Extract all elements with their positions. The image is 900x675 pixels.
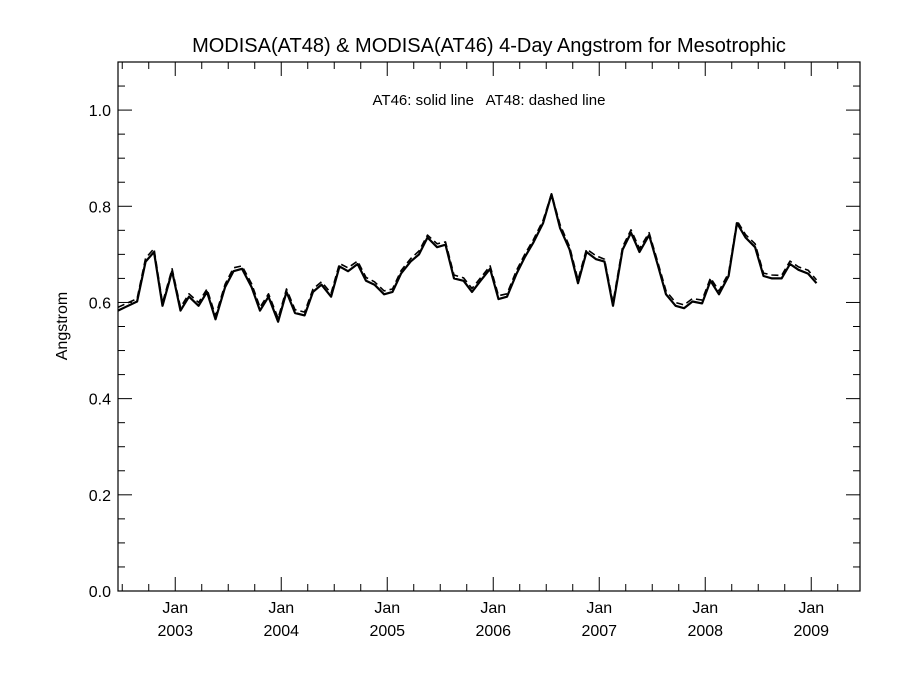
y-axis-label: Angstrom xyxy=(54,292,71,360)
x-axis-ticks: Jan 2003 Jan 2004 Jan 2005 Jan 2006 Jan 2007 Jan 20… xyxy=(121,62,839,640)
x-tick-year-label: 2003 xyxy=(157,623,193,640)
x-tick-year-label: 2006 xyxy=(475,623,511,640)
x-tick-month-label: Jan xyxy=(586,600,612,617)
x-tick-month-label: Jan xyxy=(798,600,824,617)
legend-annotation: AT46: solid line AT48: dashed line xyxy=(373,92,606,109)
y-tick-label: 0.6 xyxy=(89,295,111,312)
chart-title: MODISA(AT48) & MODISA(AT46) 4-Day Angstr… xyxy=(192,35,786,57)
y-tick-label: 0.8 xyxy=(89,199,111,216)
series-layer xyxy=(117,193,818,323)
y-tick-label: 0.4 xyxy=(89,392,111,409)
plot-frame xyxy=(117,61,861,592)
x-tick-month-label: Jan xyxy=(374,600,400,617)
series-line-at48 xyxy=(117,193,818,320)
series-line-at46 xyxy=(117,193,818,323)
x-tick-month-label: Jan xyxy=(162,600,188,617)
x-tick-month-label: Jan xyxy=(480,600,506,617)
x-tick-month-label: Jan xyxy=(692,600,718,617)
y-tick-label: 0.2 xyxy=(89,488,111,505)
x-tick-year-label: 2008 xyxy=(687,623,723,640)
y-tick-label: 1.0 xyxy=(89,103,111,120)
x-tick-year-label: 2005 xyxy=(369,623,405,640)
x-tick-year-label: 2004 xyxy=(263,623,299,640)
x-tick-month-label: Jan xyxy=(268,600,294,617)
x-tick-year-label: 2007 xyxy=(581,623,617,640)
x-tick-year-label: 2009 xyxy=(793,623,829,640)
y-axis-ticks: 0.0 0.2 0.4 0.6 0.8 1.0 xyxy=(89,61,860,601)
y-tick-label: 0.0 xyxy=(89,584,111,601)
